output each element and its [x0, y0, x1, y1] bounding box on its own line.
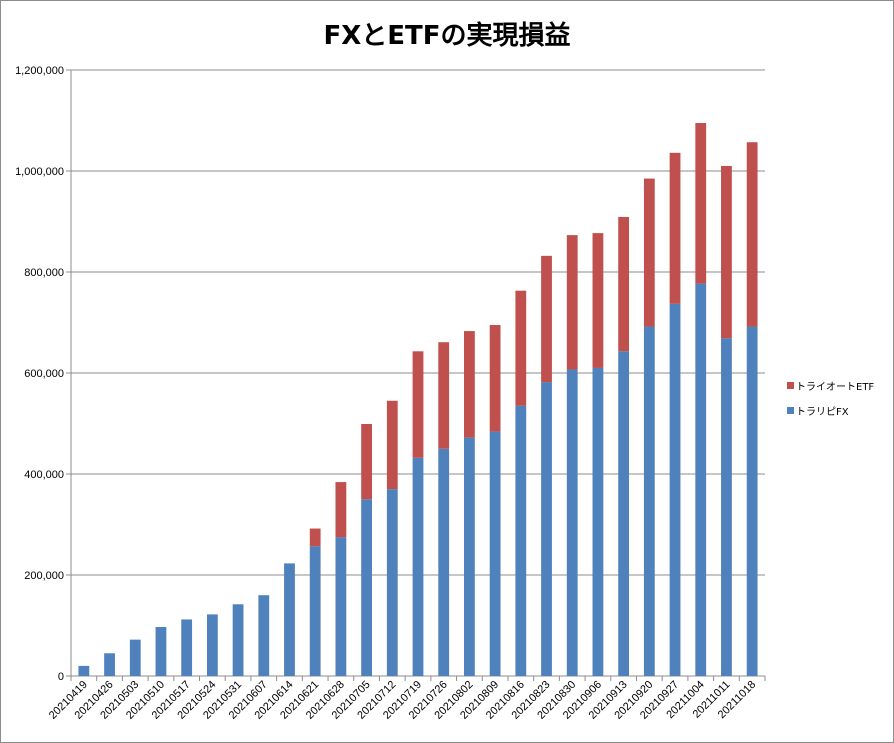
bar-fx — [592, 367, 604, 676]
bar-etf — [695, 123, 707, 284]
bar-fx — [746, 326, 758, 676]
bar-fx — [669, 303, 681, 676]
bar-fx — [721, 338, 732, 676]
bar-fx — [335, 537, 347, 676]
bar-etf — [541, 255, 552, 383]
y-tick-label: 0 — [58, 671, 64, 683]
bar-etf — [335, 482, 347, 538]
bar-fx — [489, 431, 501, 676]
bar-fx — [258, 595, 270, 676]
bar-etf — [515, 290, 527, 406]
bar-fx — [78, 665, 90, 676]
bar-fx — [643, 326, 655, 676]
bar-fx — [284, 563, 295, 676]
legend-label-fx: トラリピFX — [796, 407, 849, 418]
legend: トライオートETF トラリピFX — [787, 379, 874, 429]
y-tick-label: 600,000 — [24, 368, 64, 380]
bar-fx — [129, 639, 141, 676]
bar-fx — [412, 457, 424, 676]
bar-etf — [592, 233, 604, 368]
bar-fx — [104, 653, 115, 676]
legend-item-fx: トラリピFX — [787, 404, 874, 418]
legend-swatch-fx — [787, 407, 794, 414]
y-tick-label: 1,000,000 — [15, 166, 64, 178]
bar-etf — [361, 424, 372, 500]
bar-fx — [464, 437, 475, 676]
bar-fx — [309, 546, 321, 676]
bar-fx — [541, 382, 552, 676]
legend-label-etf: トライオートETF — [796, 382, 875, 393]
bar-fx — [566, 369, 578, 676]
bar-fx — [232, 604, 244, 676]
bar-etf — [438, 342, 450, 449]
chart-title: FXとETFの実現損益 — [323, 21, 571, 51]
bar-etf — [464, 331, 475, 438]
bar-etf — [489, 325, 501, 432]
bar-etf — [566, 235, 578, 370]
bar-etf — [721, 165, 732, 339]
y-tick-label: 400,000 — [24, 469, 64, 481]
bar-etf — [643, 178, 655, 327]
bar-fx — [206, 614, 218, 676]
bar-fx — [361, 499, 372, 676]
bar-fx — [181, 619, 193, 676]
legend-swatch-etf — [787, 382, 794, 389]
bar-fx — [695, 283, 707, 676]
y-tick-label: 800,000 — [24, 267, 64, 279]
bar-etf — [309, 528, 321, 547]
bar-etf — [618, 216, 630, 352]
y-tick-label: 200,000 — [24, 570, 64, 582]
bar-fx — [438, 448, 450, 676]
bar-etf — [669, 152, 681, 304]
bar-fx — [618, 351, 630, 676]
legend-item-etf: トライオートETF — [787, 379, 875, 393]
bar-fx — [386, 489, 398, 676]
bar-fx — [515, 405, 527, 676]
bar-etf — [746, 142, 758, 327]
bar-fx — [155, 627, 167, 676]
y-tick-label: 1,200,000 — [15, 65, 64, 77]
bar-etf — [386, 400, 398, 490]
bar-etf — [412, 351, 424, 458]
